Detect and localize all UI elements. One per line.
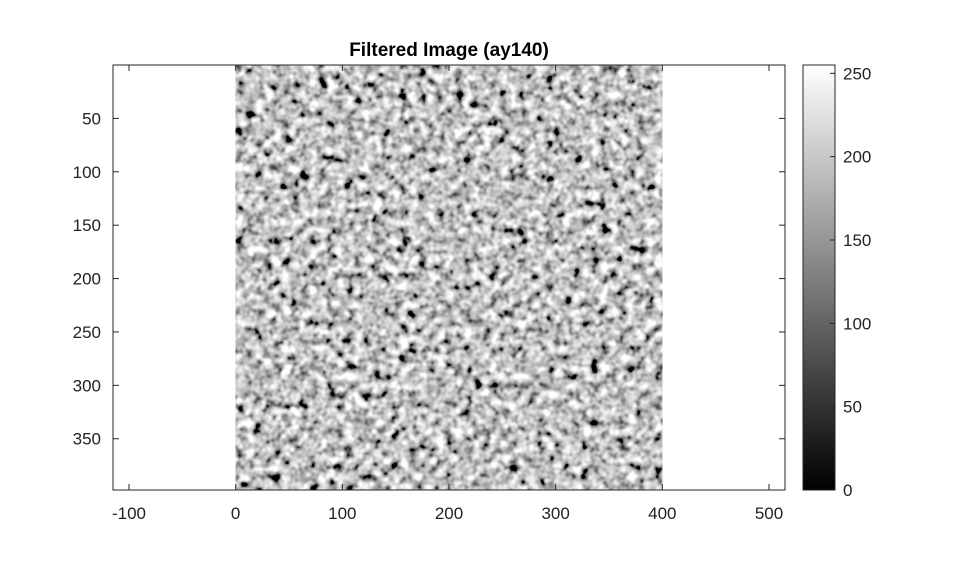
colorbar-frame — [802, 64, 836, 491]
x-tick-label: 100 — [328, 504, 356, 523]
filtered-image — [235, 65, 663, 490]
colorbar-ticks: 0 50 100 150 200 250 — [830, 64, 871, 500]
x-tick-label: 500 — [755, 504, 783, 523]
x-tick-label: 200 — [435, 504, 463, 523]
y-tick-label: 350 — [73, 430, 101, 449]
colorbar-tick-label: 150 — [843, 231, 871, 250]
colorbar-tick-label: 50 — [843, 398, 862, 417]
x-tick-label: 400 — [648, 504, 676, 523]
y-tick-label: 300 — [73, 376, 101, 395]
x-tick-label: 300 — [541, 504, 569, 523]
y-tick-label: 200 — [73, 270, 101, 289]
colorbar-gradient — [803, 65, 835, 490]
colorbar-tick-label: 0 — [843, 481, 852, 500]
y-tick-label: 50 — [82, 109, 101, 128]
y-tick-label: 150 — [73, 216, 101, 235]
x-tick-label: -100 — [112, 504, 146, 523]
colorbar-tick-label: 100 — [843, 314, 871, 333]
colorbar-tick-label: 200 — [843, 148, 871, 167]
y-tick-label: 100 — [73, 163, 101, 182]
x-axis: -100 0 100 200 300 400 500 — [112, 65, 783, 523]
y-axis: 50 100 150 200 250 300 350 — [73, 109, 785, 449]
main-axes: -100 0 100 200 300 400 500 50 100 150 200 250 300 35… — [73, 64, 786, 523]
chart-title: Filtered Image (ay140) — [349, 40, 549, 61]
y-tick-label: 250 — [73, 323, 101, 342]
x-tick-label: 0 — [231, 504, 240, 523]
colorbar-tick-label: 250 — [843, 64, 871, 83]
colorbar: 0 50 100 150 200 250 — [802, 64, 871, 500]
